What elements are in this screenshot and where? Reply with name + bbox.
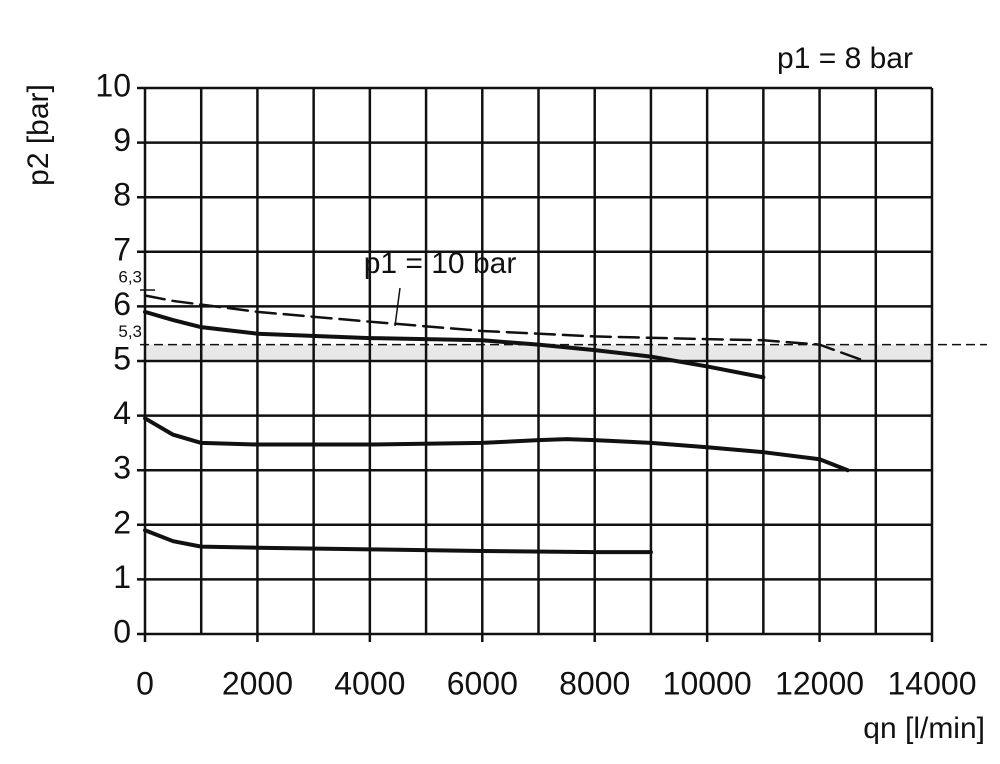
y-tick-label: 9: [113, 122, 131, 158]
y-tick-label: 8: [113, 177, 131, 213]
series-line: [143, 416, 850, 473]
series-line: [143, 309, 766, 380]
x-tick-label: 8000: [559, 665, 630, 701]
y-tick-label: 1: [113, 559, 131, 595]
x-tick-label: 4000: [334, 665, 405, 701]
y-tick-label: 3: [113, 450, 131, 486]
x-tick-label: 14000: [888, 665, 977, 701]
series-line: [143, 528, 653, 555]
annotation: p1 = 8 bar: [777, 42, 913, 75]
x-tick-label: 0: [136, 665, 154, 701]
x-tick-label: 6000: [447, 665, 518, 701]
x-tick-label: 10000: [663, 665, 752, 701]
y-tick-label: 2: [113, 504, 131, 540]
series-line: [143, 294, 866, 363]
reference-label: 6,3: [118, 268, 142, 287]
x-axis-label: qn [l/min]: [863, 712, 985, 745]
y-tick-label: 7: [113, 231, 131, 267]
x-tick-label: 2000: [222, 665, 293, 701]
x-tick-label: 12000: [775, 665, 864, 701]
y-axis-label: p2 [bar]: [22, 84, 55, 186]
y-tick-label: 5: [113, 340, 131, 376]
y-tick-label: 6: [113, 286, 131, 322]
y-tick-label: 10: [95, 67, 131, 103]
y-tick-label: 4: [113, 395, 131, 431]
y-tick-label: 0: [113, 613, 131, 649]
reference-label: 5,3: [118, 322, 142, 341]
